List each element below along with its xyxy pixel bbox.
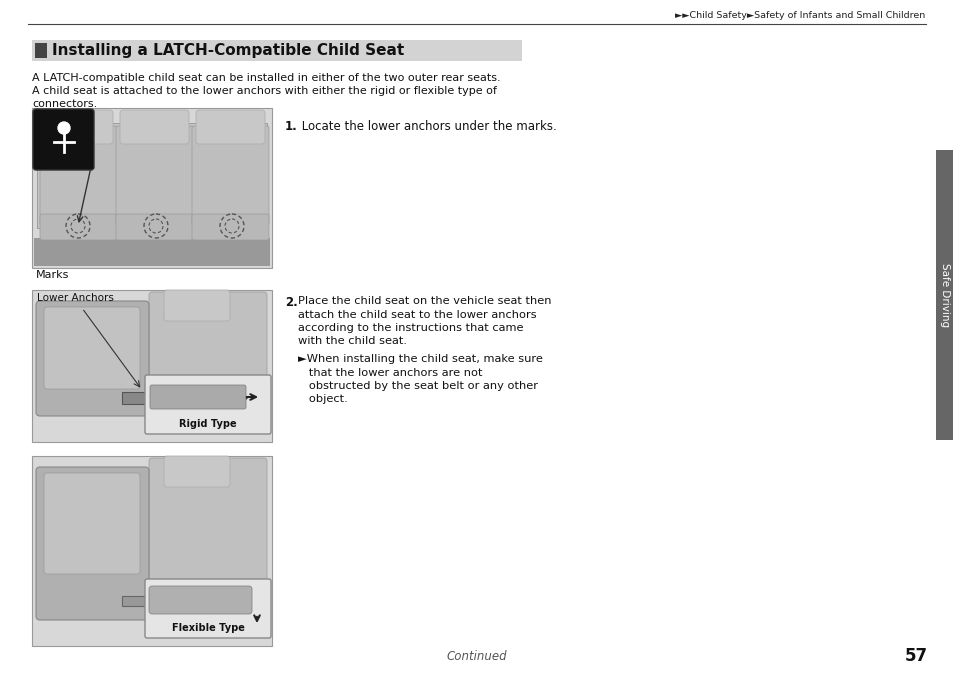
Text: that the lower anchors are not: that the lower anchors are not — [297, 367, 482, 377]
Text: 1.: 1. — [285, 120, 297, 133]
Text: A LATCH-compatible child seat can be installed in either of the two outer rear s: A LATCH-compatible child seat can be ins… — [32, 73, 500, 83]
FancyBboxPatch shape — [192, 126, 269, 225]
FancyBboxPatch shape — [164, 456, 230, 487]
Text: object.: object. — [297, 394, 348, 404]
Text: ►►Child Safety►Safety of Infants and Small Children: ►►Child Safety►Safety of Infants and Sma… — [674, 11, 924, 20]
FancyBboxPatch shape — [44, 473, 140, 574]
FancyBboxPatch shape — [120, 110, 189, 144]
Bar — [32, 290, 272, 442]
Bar — [34, 238, 270, 266]
Text: connectors.: connectors. — [32, 99, 97, 109]
Bar — [122, 596, 192, 606]
Circle shape — [58, 122, 70, 134]
Text: Safe Driving: Safe Driving — [939, 263, 949, 327]
Bar — [935, 150, 953, 440]
Bar — [35, 43, 47, 58]
Text: ►When installing the child seat, make sure: ►When installing the child seat, make su… — [297, 354, 542, 364]
FancyBboxPatch shape — [116, 214, 193, 240]
FancyBboxPatch shape — [36, 301, 149, 416]
Text: Place the child seat on the vehicle seat then: Place the child seat on the vehicle seat… — [297, 296, 551, 306]
Bar — [32, 456, 272, 646]
Text: obstructed by the seat belt or any other: obstructed by the seat belt or any other — [297, 381, 537, 391]
Text: according to the instructions that came: according to the instructions that came — [297, 323, 523, 333]
FancyBboxPatch shape — [145, 579, 271, 638]
Text: 2.: 2. — [285, 296, 297, 309]
Text: Flexible Type: Flexible Type — [172, 623, 244, 633]
Text: Lower Anchors: Lower Anchors — [37, 293, 113, 303]
Text: with the child seat.: with the child seat. — [297, 336, 407, 346]
FancyBboxPatch shape — [36, 467, 149, 620]
FancyBboxPatch shape — [149, 458, 267, 619]
Text: Installing a LATCH-Compatible Child Seat: Installing a LATCH-Compatible Child Seat — [52, 43, 404, 58]
Text: Locate the lower anchors under the marks.: Locate the lower anchors under the marks… — [297, 120, 557, 133]
FancyBboxPatch shape — [145, 375, 271, 434]
Text: A child seat is attached to the lower anchors with either the rigid or flexible : A child seat is attached to the lower an… — [32, 86, 497, 96]
FancyBboxPatch shape — [116, 126, 193, 225]
Bar — [122, 392, 202, 404]
Text: Continued: Continued — [446, 650, 507, 663]
Text: 57: 57 — [904, 647, 927, 665]
FancyBboxPatch shape — [192, 214, 269, 240]
FancyBboxPatch shape — [44, 307, 140, 389]
Bar — [32, 40, 521, 61]
FancyBboxPatch shape — [195, 110, 265, 144]
Bar — [32, 108, 272, 268]
Text: Rigid Type: Rigid Type — [179, 419, 236, 429]
FancyBboxPatch shape — [40, 214, 117, 240]
FancyBboxPatch shape — [149, 292, 267, 415]
FancyBboxPatch shape — [40, 126, 117, 225]
FancyBboxPatch shape — [44, 110, 112, 144]
Text: Marks: Marks — [36, 270, 70, 280]
FancyBboxPatch shape — [33, 109, 94, 170]
FancyBboxPatch shape — [150, 385, 246, 409]
FancyBboxPatch shape — [164, 290, 230, 321]
FancyBboxPatch shape — [149, 586, 252, 614]
Text: attach the child seat to the lower anchors: attach the child seat to the lower ancho… — [297, 309, 536, 319]
Bar — [37, 123, 267, 228]
